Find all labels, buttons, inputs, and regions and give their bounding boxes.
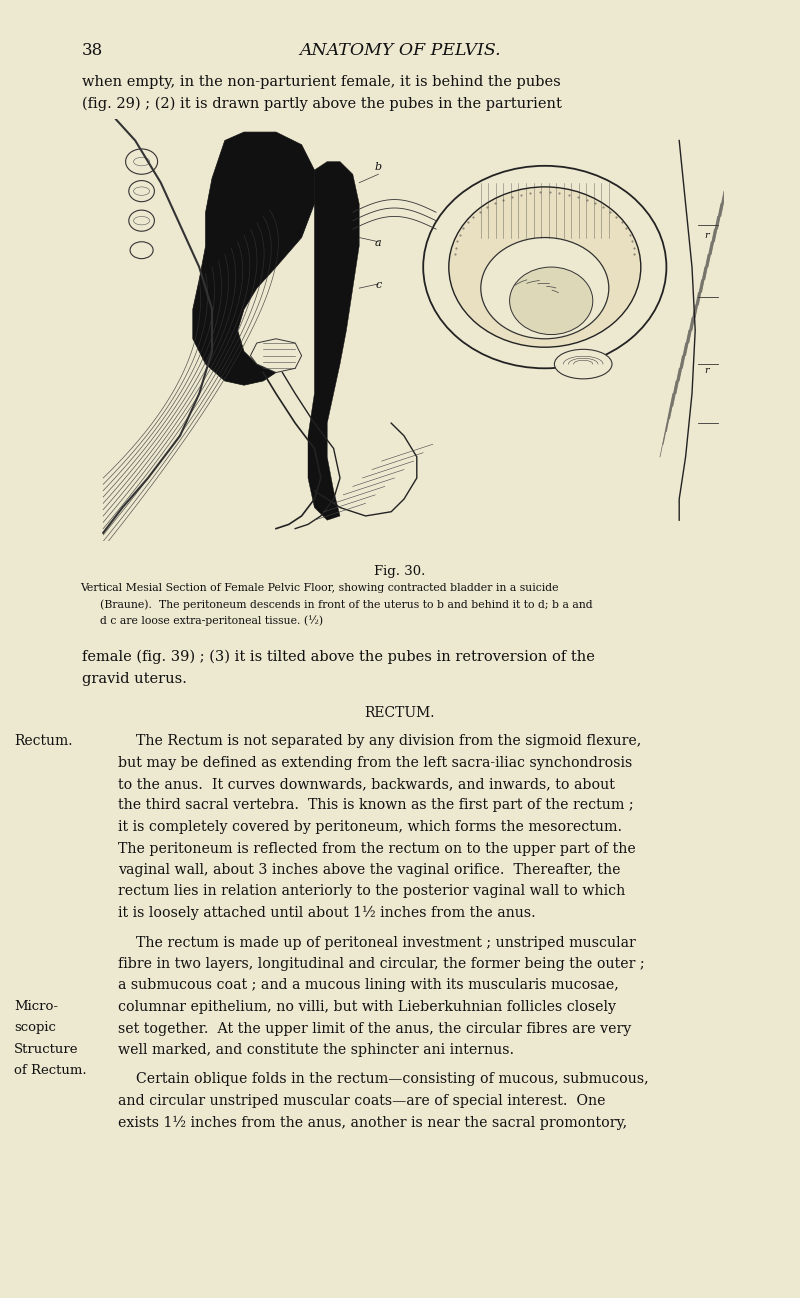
Ellipse shape (130, 241, 153, 258)
Text: 38: 38 (82, 42, 103, 58)
Text: r: r (705, 231, 710, 240)
Text: b: b (375, 162, 382, 173)
Text: The rectum is made up of peritoneal investment ; unstriped muscular: The rectum is made up of peritoneal inve… (118, 936, 636, 950)
Text: of Rectum.: of Rectum. (14, 1064, 86, 1077)
Text: fibre in two layers, longitudinal and circular, the former being the outer ;: fibre in two layers, longitudinal and ci… (118, 957, 645, 971)
Text: Fig. 30.: Fig. 30. (374, 565, 426, 578)
Text: Rectum.: Rectum. (14, 733, 73, 748)
Text: and circular unstriped muscular coats—are of special interest.  One: and circular unstriped muscular coats—ar… (118, 1094, 606, 1108)
Text: exists 1½ inches from the anus, another is near the sacral promontory,: exists 1½ inches from the anus, another … (118, 1115, 627, 1129)
Text: The Rectum is not separated by any division from the sigmoid flexure,: The Rectum is not separated by any divis… (118, 733, 642, 748)
Ellipse shape (510, 267, 593, 335)
Text: columnar epithelium, no villi, but with Lieberkuhnian follicles closely: columnar epithelium, no villi, but with … (118, 999, 616, 1014)
Text: a submucous coat ; and a mucous lining with its muscularis mucosae,: a submucous coat ; and a mucous lining w… (118, 979, 618, 993)
Text: vaginal wall, about 3 inches above the vaginal orifice.  Thereafter, the: vaginal wall, about 3 inches above the v… (118, 863, 621, 877)
Ellipse shape (481, 238, 609, 339)
Text: rectum lies in relation anteriorly to the posterior vaginal wall to which: rectum lies in relation anteriorly to th… (118, 884, 626, 898)
Ellipse shape (129, 180, 154, 201)
Ellipse shape (554, 349, 612, 379)
Polygon shape (250, 339, 302, 373)
Ellipse shape (423, 166, 666, 369)
Text: d c are loose extra-peritoneal tissue. (½): d c are loose extra-peritoneal tissue. (… (100, 615, 323, 626)
Text: a: a (375, 238, 382, 248)
Ellipse shape (129, 210, 154, 231)
Text: well marked, and constitute the sphincter ani internus.: well marked, and constitute the sphincte… (118, 1044, 514, 1057)
Text: c: c (375, 280, 382, 291)
Text: it is loosely attached until about 1½ inches from the anus.: it is loosely attached until about 1½ in… (118, 906, 536, 920)
Ellipse shape (126, 149, 158, 174)
Text: Certain oblique folds in the rectum—consisting of mucous, submucous,: Certain oblique folds in the rectum—cons… (118, 1072, 649, 1086)
Text: scopic: scopic (14, 1022, 56, 1035)
Ellipse shape (449, 187, 641, 348)
Text: (Braune).  The peritoneum descends in front of the uterus to b and behind it to : (Braune). The peritoneum descends in fro… (100, 598, 593, 610)
Text: gravid uterus.: gravid uterus. (82, 672, 187, 687)
Text: Micro-: Micro- (14, 999, 58, 1012)
Text: r: r (705, 366, 710, 375)
Polygon shape (308, 162, 359, 520)
Text: ANATOMY OF PELVIS.: ANATOMY OF PELVIS. (299, 42, 501, 58)
Text: but may be defined as extending from the left sacra-iliac synchondrosis: but may be defined as extending from the… (118, 755, 632, 770)
Text: Structure: Structure (14, 1044, 78, 1057)
Text: it is completely covered by peritoneum, which forms the mesorectum.: it is completely covered by peritoneum, … (118, 820, 622, 835)
Text: RECTUM.: RECTUM. (365, 706, 435, 720)
Text: Vertical Mesial Section of Female Pelvic Floor, showing contracted bladder in a : Vertical Mesial Section of Female Pelvic… (80, 583, 558, 593)
Text: (fig. 29) ; (2) it is drawn partly above the pubes in the parturient: (fig. 29) ; (2) it is drawn partly above… (82, 97, 562, 112)
Text: to the anus.  It curves downwards, backwards, and inwards, to about: to the anus. It curves downwards, backwa… (118, 778, 615, 790)
Text: d: d (330, 196, 337, 206)
Text: The peritoneum is reflected from the rectum on to the upper part of the: The peritoneum is reflected from the rec… (118, 841, 636, 855)
Text: set together.  At the upper limit of the anus, the circular fibres are very: set together. At the upper limit of the … (118, 1022, 631, 1036)
Polygon shape (193, 132, 314, 386)
Text: female (fig. 39) ; (3) it is tilted above the pubes in retroversion of the: female (fig. 39) ; (3) it is tilted abov… (82, 650, 595, 665)
Text: the third sacral vertebra.  This is known as the first part of the rectum ;: the third sacral vertebra. This is known… (118, 798, 634, 813)
Text: when empty, in the non-parturient female, it is behind the pubes: when empty, in the non-parturient female… (82, 75, 561, 90)
